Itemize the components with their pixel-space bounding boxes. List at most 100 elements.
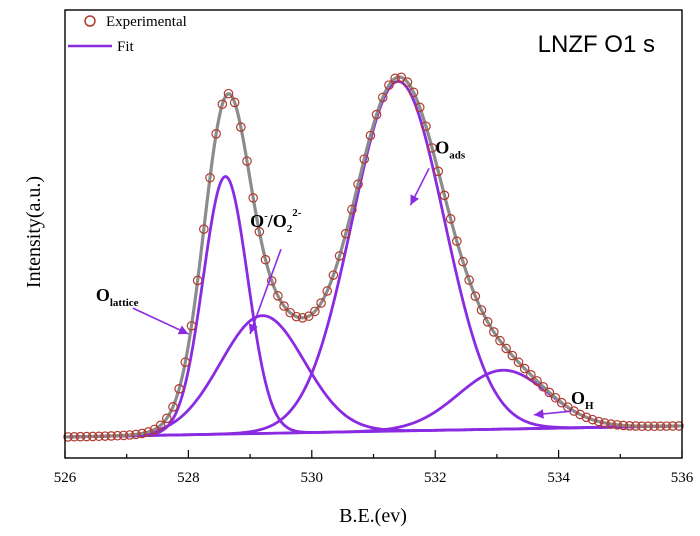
experimental-point: [519, 363, 530, 374]
experimental-point: [180, 357, 191, 368]
experimental-point: [75, 431, 86, 442]
experimental-point: [137, 428, 147, 439]
experimental-point: [63, 432, 73, 442]
experimental-point: [661, 421, 672, 431]
experimental-point: [408, 87, 419, 98]
y-axis-label: Intensity(a.u.): [23, 176, 45, 288]
annotation-label-1: O-/O22-: [250, 207, 302, 235]
x-tick-label: 534: [547, 470, 570, 486]
experimental-point: [600, 418, 610, 428]
experimental-point: [69, 431, 80, 442]
legend: Experimental Fit: [68, 14, 187, 55]
experimental-point: [94, 431, 104, 442]
x-tick-label: 532: [424, 470, 447, 486]
experimental-point: [396, 72, 407, 83]
experimental-point: [303, 311, 314, 322]
experimental-point: [168, 402, 178, 412]
experimental-point: [606, 419, 616, 429]
experimental-point: [575, 409, 585, 420]
annotation-arrow-0: [132, 307, 189, 335]
annotation-arrow-3: [533, 409, 572, 419]
experimental-point: [624, 421, 635, 431]
experimental-point: [279, 301, 289, 311]
experimental-point: [291, 311, 302, 322]
experimental-point: [532, 376, 542, 386]
experimental-point: [501, 343, 511, 354]
experimental-point: [248, 193, 258, 203]
experimental-point: [143, 427, 154, 437]
experimental-point: [544, 387, 555, 398]
x-tick-label: 528: [177, 470, 200, 486]
experimental-point: [310, 306, 320, 317]
component-peak-0: [64, 174, 683, 439]
x-tick-label: 526: [54, 470, 77, 486]
plot-area: [63, 72, 684, 442]
experimental-point: [334, 251, 345, 261]
experimental-point: [655, 421, 666, 431]
experimental-point: [229, 97, 240, 108]
experimental-point: [217, 99, 228, 110]
x-tick-label: 536: [671, 470, 694, 486]
experimental-point: [340, 228, 351, 239]
experimental-point: [242, 156, 252, 166]
experimental-point: [458, 256, 468, 267]
chart-title: LNZF O1 s: [538, 31, 655, 58]
experimental-point: [414, 102, 425, 113]
experimental-point: [402, 77, 413, 87]
fit-envelope-line: [64, 75, 683, 439]
experimental-point: [174, 383, 184, 394]
experimental-point: [347, 204, 357, 215]
experimental-point: [254, 226, 265, 237]
x-axis-label: B.E.(ev): [339, 505, 407, 527]
experimental-point: [612, 420, 623, 430]
experimental-point: [273, 291, 283, 301]
experimental-point: [513, 357, 524, 368]
experimental-point: [451, 236, 462, 246]
experimental-point: [106, 431, 117, 441]
x-tick-label: 530: [301, 470, 324, 486]
experimental-point: [384, 80, 394, 90]
experimental-point: [433, 166, 444, 177]
component-peak-2: [64, 79, 683, 439]
axes: [64, 9, 683, 459]
experimental-point: [495, 335, 505, 346]
experimental-point: [118, 430, 129, 441]
experimental-point: [421, 121, 431, 132]
experimental-point: [581, 412, 592, 423]
annotation-arrow-1: [248, 249, 282, 335]
experimental-point: [556, 397, 567, 408]
experimental-point: [162, 413, 172, 424]
annotation-label-0: Olattice: [96, 285, 139, 309]
experimental-point: [223, 88, 234, 99]
experimental-point: [538, 381, 548, 392]
experimental-point: [297, 313, 308, 323]
experimental-point: [155, 420, 166, 431]
annotation-label-2: Oads: [435, 138, 466, 162]
experimental-point: [211, 129, 221, 139]
experimental-point: [507, 350, 518, 361]
legend-marker-experimental: [84, 15, 96, 27]
experimental-point: [593, 416, 604, 427]
experimental-point: [371, 109, 382, 120]
legend-label-experimental: Experimental: [106, 14, 187, 30]
experimental-point: [131, 429, 141, 440]
experimental-point: [470, 291, 481, 301]
x-axis-ticks: 526 528 530 532 534 536: [54, 450, 694, 486]
experimental-point: [637, 421, 647, 431]
experimental-point: [482, 317, 493, 327]
legend-label-fit: Fit: [117, 39, 135, 55]
experimental-point: [427, 143, 437, 153]
experimental-point: [445, 214, 456, 224]
experimental-point: [377, 92, 388, 103]
experimental-point: [81, 431, 92, 442]
experimental-point: [328, 270, 339, 280]
experimental-point: [100, 431, 110, 441]
experimental-point: [236, 122, 246, 132]
experimental-point: [192, 275, 203, 286]
experimental-point: [205, 172, 215, 183]
experimental-point: [199, 224, 209, 234]
experimental-point: [353, 179, 363, 190]
experimental-point: [260, 254, 271, 265]
experimental-point: [365, 130, 376, 141]
